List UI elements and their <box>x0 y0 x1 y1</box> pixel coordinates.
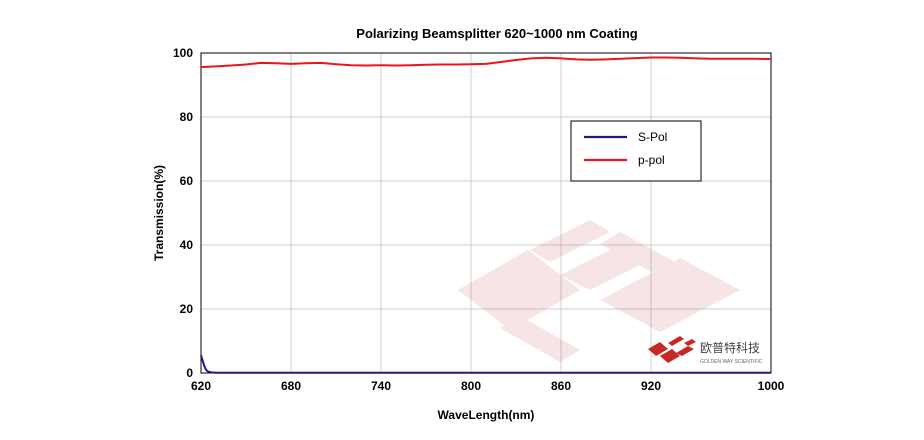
y-axis-label: Transmission(%) <box>152 165 166 261</box>
company-logo: 欧普特科技 GOLDEN WAY SCIENTIFIC <box>648 336 763 365</box>
y-tick-label: 60 <box>180 174 194 188</box>
x-axis-label: WaveLength(nm) <box>438 408 535 422</box>
series-layer <box>200 56 772 374</box>
logo-company-cn: 欧普特科技 <box>700 340 760 355</box>
series-line-p-pol <box>200 56 772 69</box>
watermark-logo <box>458 220 740 362</box>
grid <box>201 53 771 373</box>
x-tick-label: 1000 <box>758 379 785 393</box>
legend-label-p-pol: p-pol <box>638 153 665 167</box>
y-tick-label: 100 <box>173 46 193 60</box>
y-tick-label: 40 <box>180 238 194 252</box>
legend-box <box>570 120 702 182</box>
x-tick-label: 620 <box>191 379 211 393</box>
x-tick-label: 800 <box>461 379 481 393</box>
y-tick-label: 20 <box>180 302 194 316</box>
chart-title: Polarizing Beamsplitter 620~1000 nm Coat… <box>356 26 637 41</box>
legend-label-s-pol: S-Pol <box>638 130 667 144</box>
x-tick-label: 920 <box>641 379 661 393</box>
logo-company-en: GOLDEN WAY SCIENTIFIC <box>700 359 763 365</box>
y-tick-label: 80 <box>180 110 194 124</box>
plot-frame <box>200 52 772 374</box>
series-line-s-pol <box>200 355 771 374</box>
axis-ticks: 620 680 740 800 860 920 1000 0 20 40 60 80 100 <box>173 46 785 393</box>
logo-mark-icon <box>648 336 696 363</box>
x-tick-label: 860 <box>551 379 571 393</box>
x-tick-label: 680 <box>281 379 301 393</box>
legend: S-Pol p-pol <box>570 120 702 182</box>
x-tick-label: 740 <box>371 379 391 393</box>
y-tick-label: 0 <box>186 366 193 380</box>
